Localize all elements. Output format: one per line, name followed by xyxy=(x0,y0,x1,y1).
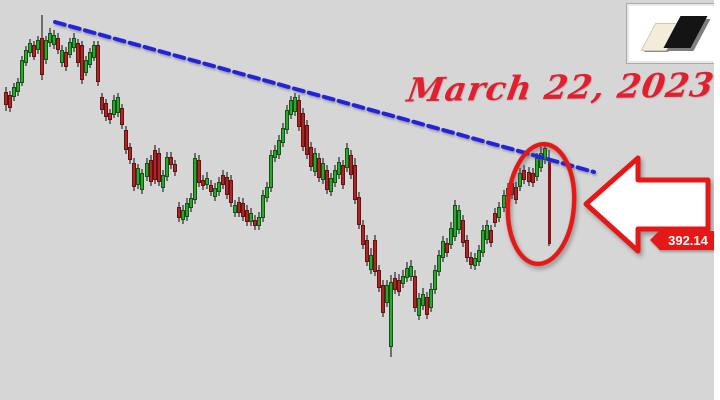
candle-body xyxy=(465,240,469,258)
candle-body xyxy=(329,178,333,192)
candle-body xyxy=(369,255,373,270)
candle-body xyxy=(245,210,249,222)
candle-body xyxy=(189,198,193,208)
candle-body xyxy=(425,297,429,315)
candle-body xyxy=(417,298,421,316)
candle-body xyxy=(401,276,405,284)
price-tag-pointer-icon xyxy=(650,231,659,249)
candle-body xyxy=(24,50,28,63)
candle-body xyxy=(44,40,48,60)
candle-body xyxy=(481,230,485,253)
candle-body xyxy=(56,38,60,50)
candle-body xyxy=(457,210,461,230)
candle-body xyxy=(261,195,265,218)
candle-body xyxy=(177,207,181,218)
candle-body xyxy=(353,165,357,200)
candle-body xyxy=(281,128,285,143)
candle-body xyxy=(437,255,441,272)
candle-body xyxy=(257,217,261,226)
right-margin-strip xyxy=(714,0,720,400)
candle-body xyxy=(489,230,493,243)
candle-body xyxy=(229,180,233,203)
candle-body xyxy=(357,197,361,225)
candle-body xyxy=(253,220,257,226)
candle-body xyxy=(8,95,12,108)
candle-body xyxy=(445,243,449,253)
candle-body xyxy=(173,164,177,172)
candle-body xyxy=(20,60,24,83)
candle-body xyxy=(485,225,489,240)
candle-body xyxy=(493,213,497,223)
candle-body xyxy=(469,257,473,265)
candle-body xyxy=(385,285,389,303)
candle-body xyxy=(389,282,393,347)
candle-body xyxy=(473,258,477,266)
candle-body xyxy=(547,162,551,244)
candle-body xyxy=(433,270,437,290)
date-annotation: March 22, 2023 xyxy=(404,65,718,110)
candle-body xyxy=(205,178,209,185)
price-tag-value: 392.14 xyxy=(668,233,708,248)
candle-body xyxy=(221,175,225,185)
candle-body xyxy=(373,240,377,272)
candle-body xyxy=(96,45,100,82)
candle-body xyxy=(365,240,369,262)
candle-body xyxy=(453,205,457,237)
candle-body xyxy=(32,45,36,57)
candle-body xyxy=(409,266,413,277)
candle-body xyxy=(201,180,205,186)
candle-body xyxy=(381,285,385,313)
candle-body xyxy=(514,187,518,200)
candle-body xyxy=(249,213,253,222)
candle-body xyxy=(241,203,245,217)
logo-box xyxy=(626,3,717,64)
candle-body xyxy=(120,108,124,125)
candle-body xyxy=(543,148,547,160)
candle-body xyxy=(181,210,185,220)
candle-body xyxy=(140,173,144,190)
candle-body xyxy=(217,182,221,192)
candle-body xyxy=(36,40,40,50)
candle-body xyxy=(449,228,453,245)
candle-body xyxy=(502,195,506,208)
candle-body xyxy=(522,170,526,180)
candle-body xyxy=(40,38,44,75)
candle-body xyxy=(413,276,417,308)
candle-body xyxy=(441,241,445,258)
candle-body xyxy=(421,294,425,306)
candle-body xyxy=(225,177,229,195)
candle-body xyxy=(269,155,273,188)
candle-body xyxy=(4,92,8,105)
candle-body xyxy=(213,188,217,197)
candle-body xyxy=(209,185,213,192)
candle-body xyxy=(341,165,345,185)
candle-body xyxy=(16,82,20,92)
candle-body xyxy=(128,147,132,160)
candle-body xyxy=(405,268,409,278)
candle-body xyxy=(161,175,165,188)
candle-body xyxy=(48,33,52,43)
candle-body xyxy=(361,225,365,245)
price-tag: 392.14 xyxy=(650,231,717,250)
candle-body xyxy=(377,270,381,288)
candle-body xyxy=(185,203,189,217)
candle-body xyxy=(477,250,481,262)
candle-body xyxy=(461,220,465,243)
candle-body xyxy=(393,278,397,290)
candle-body xyxy=(397,280,401,292)
candle-body xyxy=(497,207,501,218)
candle-body xyxy=(233,205,237,213)
candle-body xyxy=(429,289,433,308)
candle-body xyxy=(237,202,241,213)
candle-body xyxy=(12,87,16,97)
candle-body xyxy=(265,187,269,198)
candle-body xyxy=(28,43,32,53)
